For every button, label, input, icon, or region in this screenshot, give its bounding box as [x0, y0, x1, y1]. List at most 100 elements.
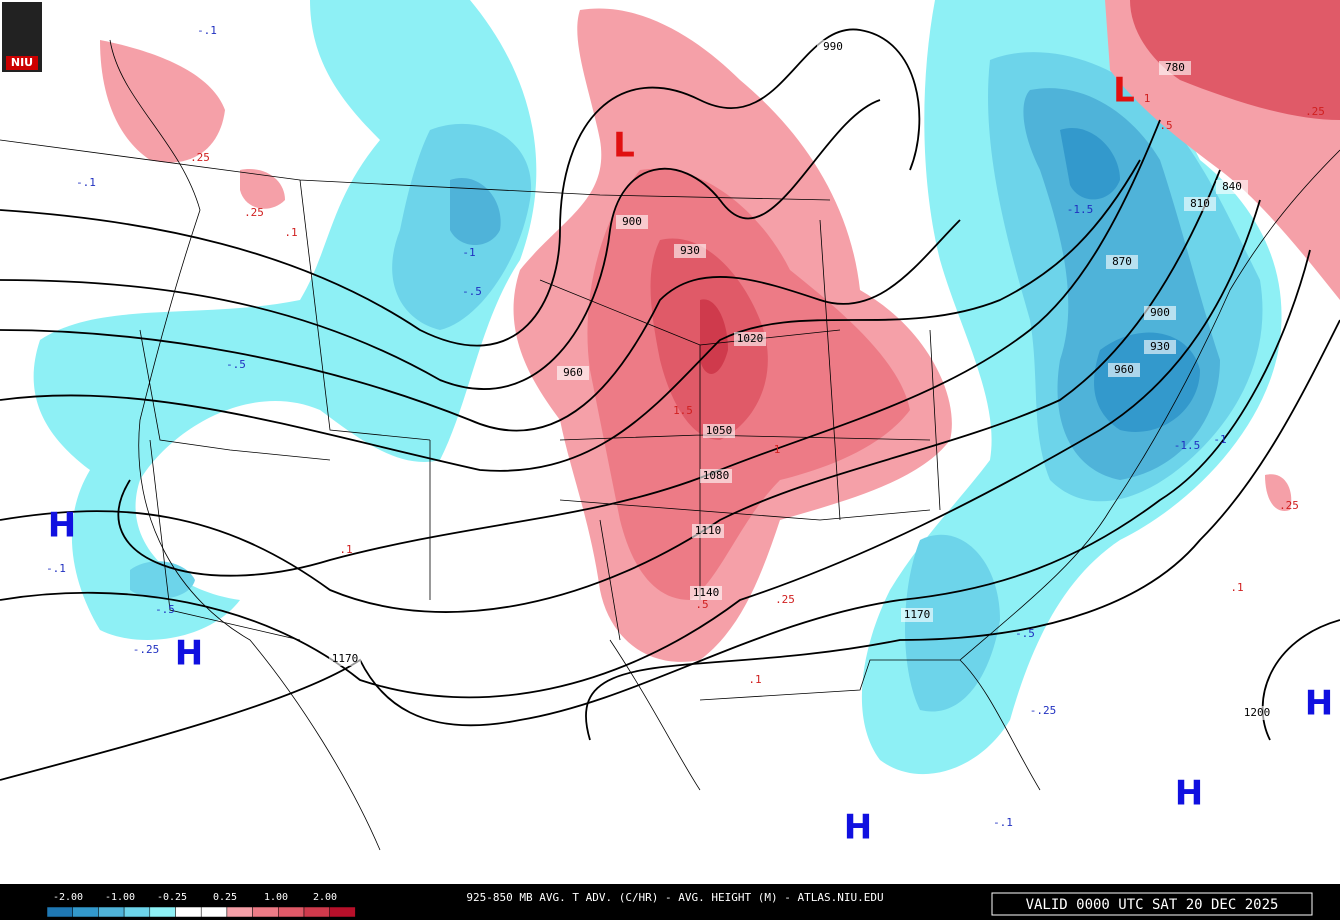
height-label: 900 [622, 215, 642, 228]
height-label: 960 [563, 366, 583, 379]
label-bg [1108, 363, 1140, 377]
footer-title: 925-850 MB AVG. T ADV. (C/HR) - AVG. HEI… [466, 891, 883, 904]
height-label: 930 [680, 244, 700, 257]
height-label: 990 [823, 40, 843, 53]
advection-label: .25 [775, 593, 795, 606]
legend-label: 1.00 [264, 892, 288, 903]
advection-label: 1.5 [673, 404, 693, 417]
label-bg [692, 524, 724, 538]
advection-label: -.5 [155, 603, 175, 616]
label-bg [329, 652, 361, 666]
legend-swatch [123, 906, 151, 918]
height-label: 930 [1150, 340, 1170, 353]
legend-swatch [200, 906, 228, 918]
legend-swatch [278, 906, 305, 918]
height-label: 900 [1150, 306, 1170, 319]
logo-text: NIU [11, 56, 33, 69]
label-bg [1216, 180, 1248, 194]
label-bg [1144, 306, 1176, 320]
advection-label: -.5 [462, 285, 482, 298]
advection-label: .5 [1159, 119, 1172, 132]
label-bg [703, 424, 735, 438]
advection-label: .1 [748, 673, 761, 686]
legend-label: -1.00 [105, 892, 135, 903]
height-label: 1170 [332, 652, 359, 665]
pressure-center: H [48, 506, 76, 546]
label-bg [1144, 340, 1176, 354]
legend-swatch [149, 906, 176, 918]
height-label: 840 [1222, 180, 1242, 193]
label-bg [616, 215, 648, 229]
advection-label: -.1 [76, 176, 96, 189]
advection-label: -.5 [1015, 627, 1035, 640]
height-label: 870 [1112, 255, 1132, 268]
pressure-center: H [1305, 684, 1333, 724]
pressure-center: H [1175, 774, 1203, 814]
pressure-center: H [175, 634, 203, 674]
advection-label: -.5 [226, 358, 246, 371]
label-bg [734, 332, 766, 346]
legend-swatch [252, 906, 279, 918]
legend-swatch [175, 906, 202, 918]
advection-label: -.1 [197, 24, 217, 37]
advection-label: .1 [1230, 581, 1243, 594]
pressure-center: L [1113, 71, 1135, 111]
advection-label: .1 [284, 226, 297, 239]
label-bg [674, 244, 706, 258]
advection-label: -1.5 [1174, 439, 1201, 452]
advection-label: -1 [1213, 433, 1226, 446]
advection-label: .25 [244, 206, 264, 219]
advection-label: 1 [774, 443, 781, 456]
valid-time: VALID 0000 UTC SAT 20 DEC 2025 [1026, 897, 1279, 913]
pressure-center: H [844, 808, 872, 848]
height-label: 1080 [703, 469, 730, 482]
label-bg [557, 366, 589, 380]
legend-swatch [72, 906, 99, 918]
advection-label: 1 [1144, 92, 1151, 105]
legend-swatch [303, 906, 330, 918]
height-contours [0, 28, 1340, 781]
label-bg [1106, 255, 1138, 269]
state-borders [0, 39, 1340, 851]
height-label: 1050 [706, 424, 733, 437]
legend-label: 0.25 [213, 892, 237, 903]
advection-label: .25 [190, 151, 210, 164]
label-bg [817, 40, 849, 54]
advection-label: .5 [695, 598, 708, 611]
advection-label: -.1 [993, 816, 1013, 829]
legend-swatch [98, 906, 125, 918]
advection-label: -1.5 [1067, 203, 1094, 216]
valid-box [991, 892, 1313, 916]
legend-label: 2.00 [313, 892, 337, 903]
label-bg [901, 608, 933, 622]
label-bg [1159, 61, 1191, 75]
legend-swatch [329, 906, 356, 918]
cold-advection [33, 0, 1282, 775]
advection-label: -.1 [46, 562, 66, 575]
label-bg [690, 586, 722, 600]
advection-label: .1 [339, 543, 352, 556]
advection-label: .25 [1305, 105, 1325, 118]
advection-label: -.25 [1030, 704, 1057, 717]
advection-label: .25 [1279, 499, 1299, 512]
label-bg [1184, 197, 1216, 211]
legend-label: -0.25 [157, 892, 187, 903]
height-label: 960 [1114, 363, 1134, 376]
legend-label: -2.00 [53, 892, 83, 903]
height-label: 810 [1190, 197, 1210, 210]
legend-swatch [226, 906, 253, 918]
label-bg [1241, 706, 1273, 720]
pressure-center: L [613, 126, 635, 166]
height-label: 1020 [737, 332, 764, 345]
height-label: 1110 [695, 524, 722, 537]
height-label: 1170 [904, 608, 931, 621]
label-bg [700, 469, 732, 483]
height-label: 1200 [1244, 706, 1271, 719]
advection-label: -1 [462, 246, 475, 259]
logo: NIU [2, 2, 42, 72]
advection-label: -.25 [133, 643, 160, 656]
height-label: 1140 [693, 586, 720, 599]
height-label: 780 [1165, 61, 1185, 74]
legend-swatch [46, 906, 73, 918]
